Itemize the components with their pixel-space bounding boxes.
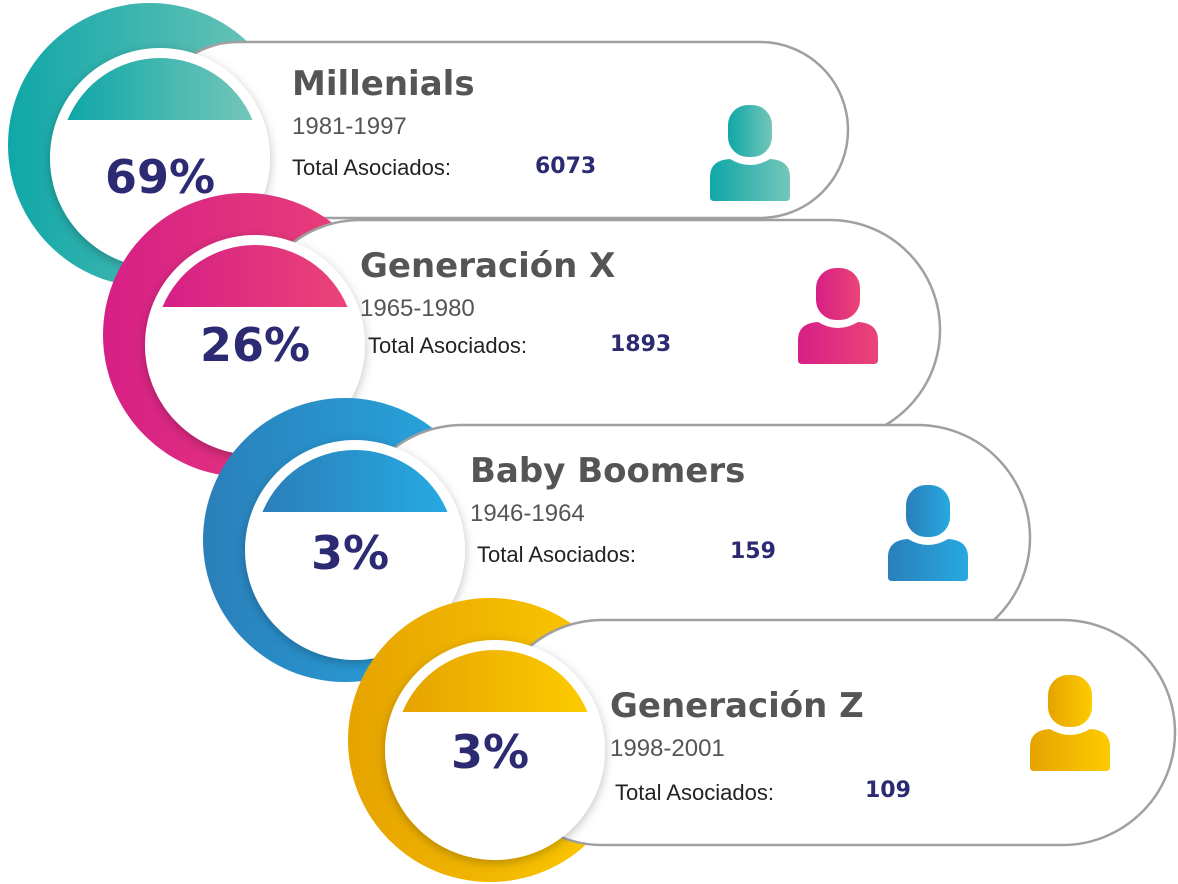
total-count: 6073 <box>535 154 596 179</box>
years: 1981-1997 <box>292 113 407 140</box>
generation-name: Baby Boomers <box>470 451 745 491</box>
total-label: Total Asociados: <box>615 780 774 805</box>
person-head <box>728 105 772 157</box>
cap <box>262 449 448 512</box>
generation-card: 69% Millenials 1981-1997 Total Asociados: 60… <box>8 3 850 287</box>
cap <box>162 244 348 307</box>
generation-name: Millenials <box>292 64 475 104</box>
total-count: 109 <box>865 778 911 803</box>
person-body <box>798 322 878 364</box>
total-count: 159 <box>730 539 776 564</box>
total-label: Total Asociados: <box>477 542 636 567</box>
person-head <box>1048 675 1092 727</box>
person-body <box>888 539 968 581</box>
total-count: 1893 <box>610 332 671 357</box>
person-body <box>1030 729 1110 771</box>
generation-card: 3% Generación Z 1998-2001 Total Asociados: 1… <box>348 598 1177 882</box>
generation-card: 3% Baby Boomers 1946-1964 Total Asociados: 1… <box>203 398 1032 682</box>
person-head <box>816 268 860 320</box>
percent: 26% <box>200 318 310 372</box>
cap <box>402 649 588 712</box>
total-label: Total Asociados: <box>292 155 451 180</box>
percent: 3% <box>311 526 389 580</box>
percent: 69% <box>105 150 215 204</box>
generation-card: 26% Generación X 1965-1980 Total Asociados:… <box>103 193 942 477</box>
generation-name: Generación X <box>360 246 615 286</box>
person-head <box>906 485 950 537</box>
percent: 3% <box>451 725 529 779</box>
generation-name: Generación Z <box>610 686 864 726</box>
years: 1965-1980 <box>360 295 475 322</box>
years: 1946-1964 <box>470 500 585 527</box>
cap <box>67 58 253 120</box>
years: 1998-2001 <box>610 735 725 762</box>
total-label: Total Asociados: <box>368 333 527 358</box>
person-body <box>710 159 790 201</box>
